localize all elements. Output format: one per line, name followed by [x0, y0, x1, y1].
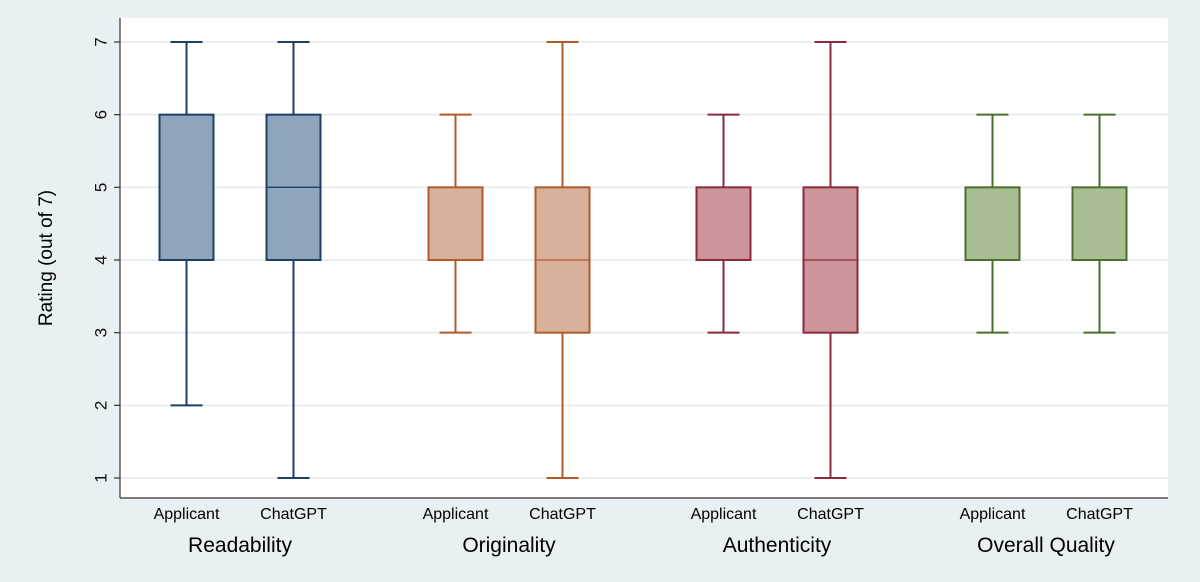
y-axis: 1 2 3 4 5 6 7 — [91, 18, 1168, 499]
box-authenticity-applicant — [695, 113, 752, 334]
box-label-readability-applicant: Applicant — [154, 506, 220, 523]
iqr-box — [964, 186, 1021, 261]
group-label-authenticity: Authenticity — [723, 534, 832, 557]
iqr-box — [158, 113, 215, 261]
group-label-overall-quality: Overall Quality — [977, 534, 1115, 557]
box-authenticity-chatgpt — [802, 41, 859, 479]
iqr-box — [695, 186, 752, 261]
iqr-box — [427, 186, 484, 261]
iqr-box — [1071, 186, 1128, 261]
box-overall-quality-applicant — [964, 113, 1021, 334]
box-label-readability-chatgpt: ChatGPT — [260, 506, 327, 523]
box-label-authenticity-chatgpt: ChatGPT — [797, 506, 864, 523]
box-overall-quality-chatgpt — [1071, 113, 1128, 334]
box-label-originality-chatgpt: ChatGPT — [529, 506, 596, 523]
y-tick-label-5: 5 — [91, 183, 110, 192]
y-axis-title: Rating (out of 7) — [36, 190, 57, 326]
box-readability-chatgpt — [265, 41, 322, 479]
box-readability-applicant — [158, 41, 215, 407]
box-originality-applicant — [427, 113, 484, 334]
y-tick-label-3: 3 — [91, 328, 110, 337]
boxes — [158, 41, 1128, 479]
box-label-overall-quality-applicant: Applicant — [960, 506, 1026, 523]
box-label-authenticity-applicant: Applicant — [691, 506, 757, 523]
x-axis-labels: Applicant ChatGPT Readability Applicant Chat… — [154, 506, 1133, 557]
y-tick-label-7: 7 — [91, 37, 110, 46]
box-originality-chatgpt — [534, 41, 591, 479]
y-tick-label-6: 6 — [91, 110, 110, 119]
box-label-originality-applicant: Applicant — [423, 506, 489, 523]
group-label-readability: Readability — [188, 534, 292, 557]
y-tick-label-1: 1 — [91, 473, 110, 482]
y-tick-label-2: 2 — [91, 401, 110, 410]
box-label-overall-quality-chatgpt: ChatGPT — [1066, 506, 1133, 523]
y-tick-label-4: 4 — [91, 255, 110, 264]
group-label-originality: Originality — [462, 534, 556, 557]
